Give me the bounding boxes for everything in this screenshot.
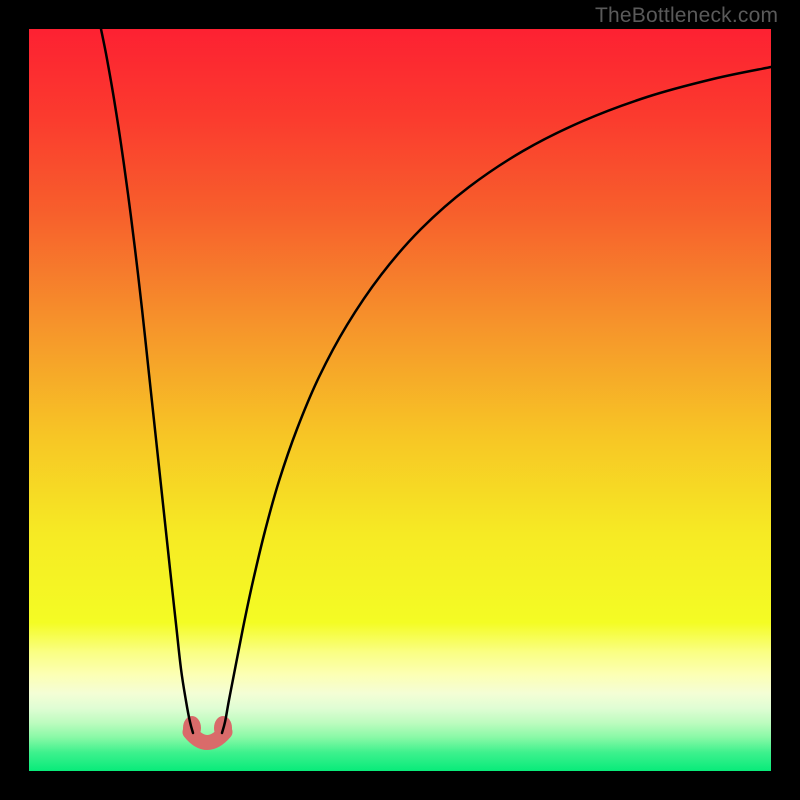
curve-left-branch — [101, 29, 193, 733]
chart-root: TheBottleneck.com — [0, 0, 800, 800]
plot-group — [101, 29, 771, 743]
curve-layer — [0, 0, 800, 800]
watermark-text: TheBottleneck.com — [595, 4, 778, 28]
curve-right-branch — [222, 67, 771, 733]
